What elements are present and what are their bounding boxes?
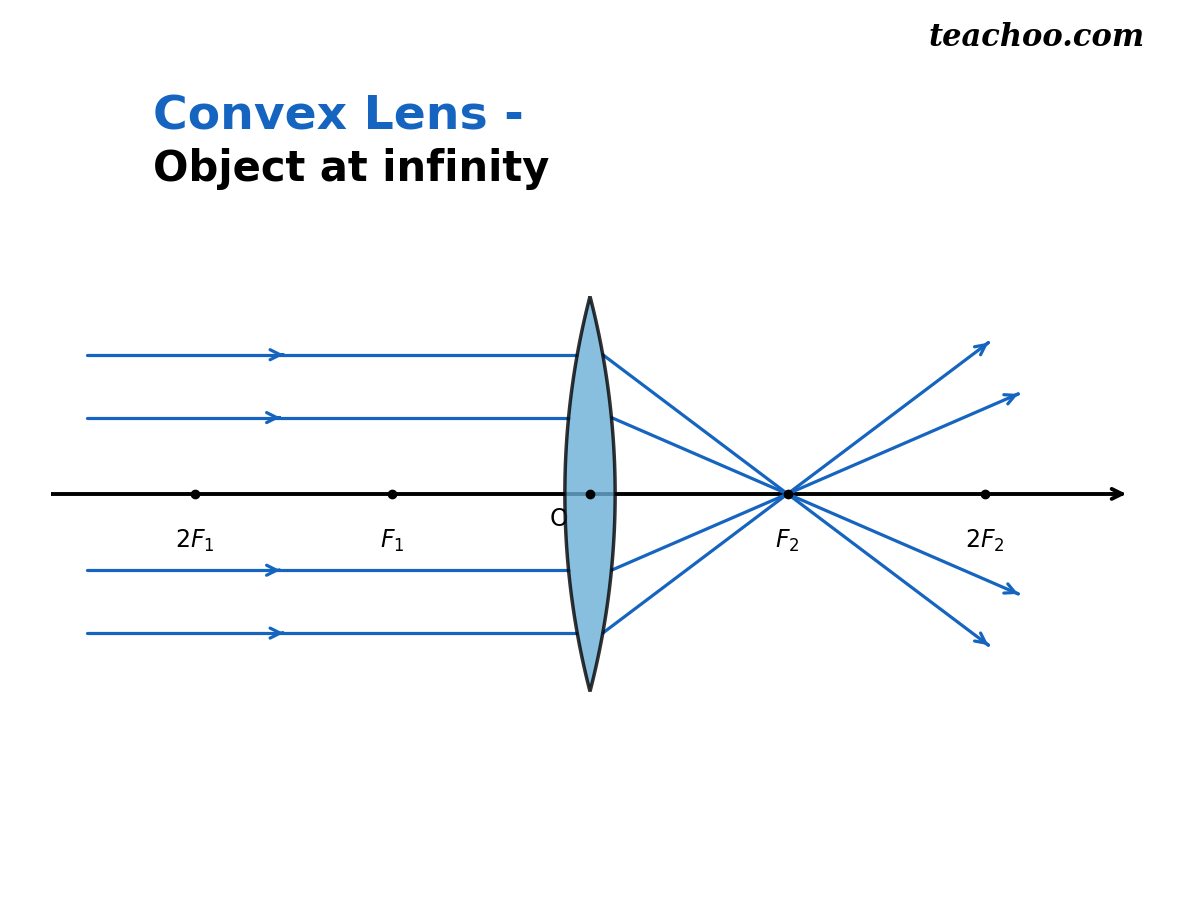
Text: $F_1$: $F_1$ [380,528,405,554]
Text: teachoo.com: teachoo.com [929,22,1145,54]
Text: Object at infinity: Object at infinity [153,148,550,190]
Text: Convex Lens -: Convex Lens - [153,94,524,139]
Text: O: O [549,507,568,532]
Polygon shape [565,296,615,691]
Text: $2F_1$: $2F_1$ [175,528,215,554]
Text: $F_2$: $F_2$ [775,528,800,554]
Text: $2F_2$: $2F_2$ [965,528,1005,554]
